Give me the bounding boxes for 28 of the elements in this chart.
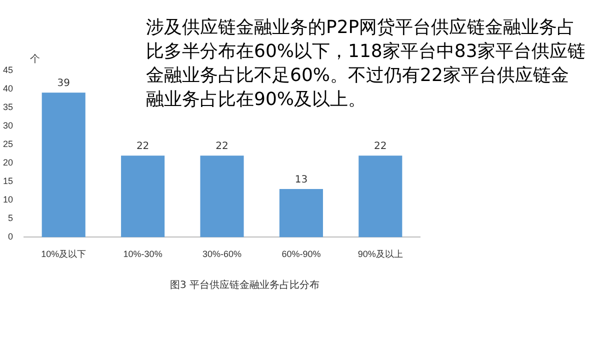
data-label: 22 bbox=[136, 141, 150, 152]
data-label: 13 bbox=[294, 174, 308, 186]
y-axis-title: 个 bbox=[30, 53, 40, 66]
y-tick-label: 40 bbox=[2, 83, 14, 94]
x-tick-label: 10%-30% bbox=[123, 249, 162, 260]
x-tick-label: 10%及以下 bbox=[41, 249, 86, 260]
data-label: 22 bbox=[216, 141, 228, 152]
y-tick-label: 15 bbox=[2, 176, 14, 186]
caption: 图3 平台供应链金融业务占比分布 bbox=[170, 278, 320, 292]
x-tick-label: 90%及以上 bbox=[358, 249, 403, 260]
y-tick-label: 5 bbox=[8, 213, 14, 224]
bar bbox=[200, 156, 244, 238]
data-label: 22 bbox=[374, 141, 387, 152]
x-tick-label: 60%-90% bbox=[282, 249, 321, 260]
y-tick-label: 0 bbox=[8, 232, 14, 242]
y-tick-label: 25 bbox=[2, 139, 14, 150]
bar bbox=[358, 156, 402, 238]
y-tick-label: 35 bbox=[2, 102, 14, 112]
data-label: 39 bbox=[57, 78, 70, 90]
bar bbox=[42, 92, 86, 238]
bar bbox=[279, 189, 323, 238]
bar bbox=[121, 156, 165, 238]
y-tick-label: 10 bbox=[2, 194, 14, 205]
y-tick-label: 20 bbox=[2, 158, 14, 168]
y-tick-label: 45 bbox=[2, 64, 14, 75]
x-tick-label: 30%-60% bbox=[202, 249, 242, 260]
chart-title: 涉及供应链金融业务的P2P网贷平台供应链金融业务占比多半分布在60%以下，118家平台中83家平台供应链金融业务占比不足60%。不过仍有22家平台供应链金融业务占比在90%及以上。 bbox=[146, 16, 586, 112]
y-tick-label: 30 bbox=[2, 120, 14, 130]
